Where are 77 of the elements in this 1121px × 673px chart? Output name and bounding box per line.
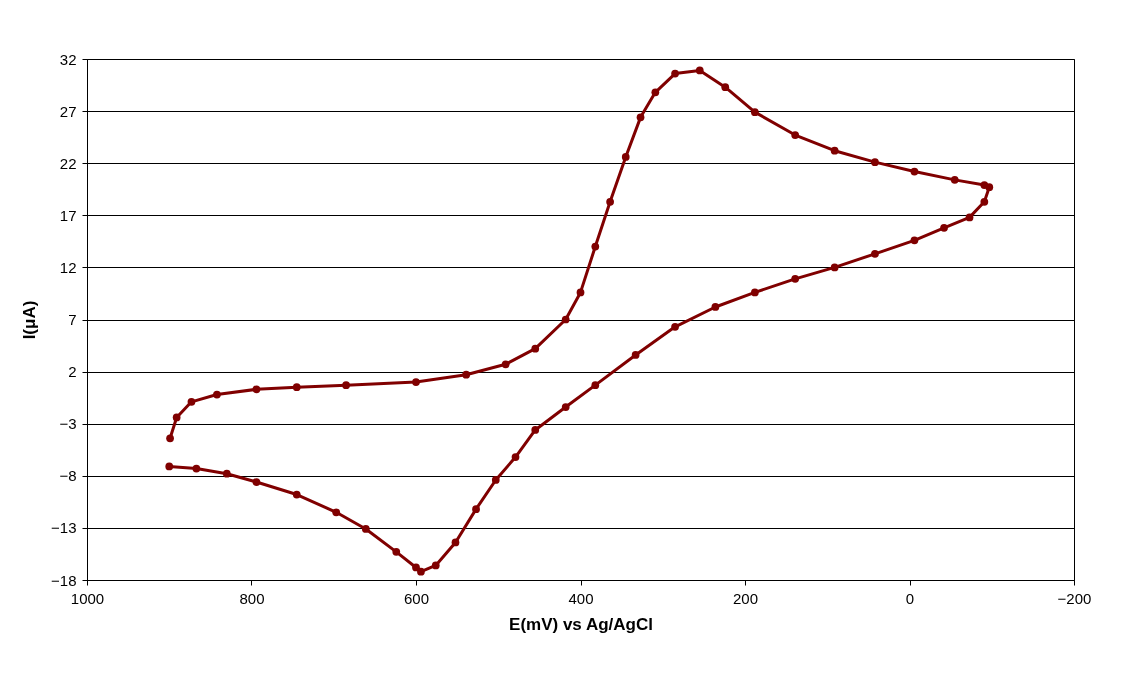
point: [192, 464, 201, 473]
y-axis-title: I(μA): [20, 300, 40, 340]
y-tick-label: −18: [51, 571, 77, 589]
point: [671, 322, 679, 331]
point: [591, 242, 600, 251]
point: [830, 263, 839, 272]
y-tick-label: −13: [51, 519, 77, 537]
point: [830, 146, 839, 155]
y-tick-label: 32: [59, 50, 77, 68]
point: [531, 344, 540, 353]
point: [980, 181, 989, 189]
point: [910, 167, 919, 176]
point: [342, 381, 350, 390]
point: [621, 153, 630, 161]
point: [606, 197, 614, 206]
y-tick-label: 2: [68, 363, 77, 381]
point: [791, 275, 800, 283]
x-axis-title: E(mV) vs Ag/AgCl: [509, 614, 653, 634]
point: [491, 476, 500, 484]
point: [472, 505, 480, 514]
point: [361, 525, 370, 533]
point: [292, 490, 301, 499]
point: [561, 315, 570, 324]
point: [791, 131, 800, 139]
point: [751, 288, 759, 297]
point: [591, 381, 600, 390]
x-tick-label: 0: [905, 589, 915, 607]
point: [165, 462, 174, 471]
point: [511, 453, 520, 461]
point: [695, 66, 704, 75]
y-tick-label: 17: [59, 206, 77, 224]
point: [166, 434, 174, 443]
y-tick-label: 27: [59, 102, 77, 120]
point: [950, 176, 959, 184]
point: [671, 69, 679, 78]
point: [172, 413, 181, 422]
point: [501, 360, 510, 369]
point: [222, 469, 231, 478]
point: [332, 508, 341, 517]
point: [980, 197, 989, 206]
point: [187, 397, 196, 406]
point: [412, 378, 420, 386]
y-tick-label: 7: [68, 311, 77, 328]
y-tick-label: 22: [59, 154, 77, 172]
point: [940, 223, 948, 232]
point: [871, 158, 879, 167]
point: [213, 390, 221, 399]
x-tick-label: 400: [568, 589, 594, 607]
y-tick-label: 12: [59, 258, 77, 276]
x-tick-label: 200: [732, 589, 759, 607]
point: [417, 567, 425, 576]
point: [910, 236, 919, 245]
point: [292, 383, 301, 392]
point: [431, 561, 440, 570]
y-tick-label: −3: [59, 415, 77, 433]
point: [651, 88, 660, 97]
x-tick-label: −200: [1057, 589, 1092, 607]
point: [252, 385, 261, 394]
point: [636, 113, 645, 122]
point: [531, 426, 540, 434]
point: [751, 108, 759, 117]
point: [451, 538, 460, 547]
point: [721, 83, 730, 91]
point: [412, 563, 420, 572]
x-tick-label: 1000: [70, 589, 105, 607]
point: [561, 403, 570, 411]
point: [711, 303, 720, 311]
point: [252, 478, 261, 486]
point: [631, 351, 640, 359]
point: [392, 548, 401, 556]
point: [965, 213, 974, 222]
y-tick-label: −8: [59, 467, 77, 485]
point: [871, 249, 879, 258]
point: [462, 370, 471, 379]
point: [576, 288, 585, 297]
x-tick-label: 600: [403, 589, 430, 607]
x-tick-label: 800: [239, 589, 265, 607]
